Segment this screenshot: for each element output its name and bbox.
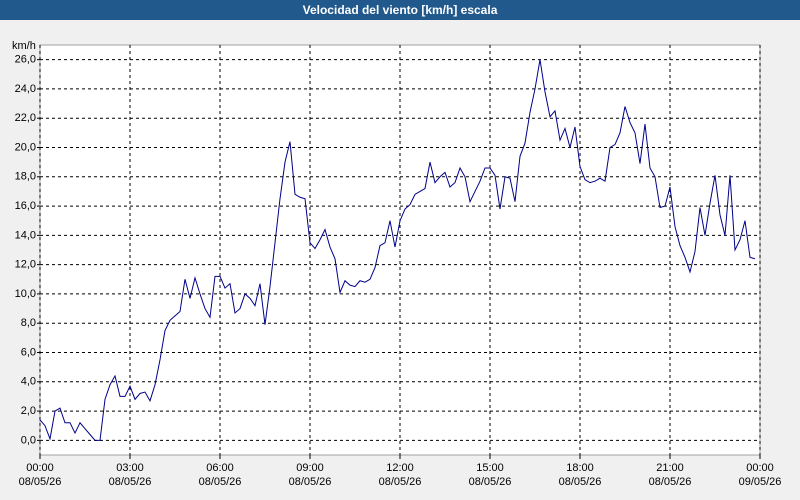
x-tick-label: 12:00 08/05/26 [378,462,422,488]
x-tick-label: 21:00 08/05/26 [648,462,692,488]
y-tick-label: 2,0 [21,405,36,417]
x-tick-label: 00:00 08/05/26 [18,462,62,488]
y-tick-label: 12,0 [15,259,36,271]
x-tick-label: 09:00 08/05/26 [288,462,332,488]
y-tick-label: 22,0 [15,112,36,124]
y-tick-label: 0,0 [21,434,36,446]
x-tick-label: 15:00 08/05/26 [468,462,512,488]
y-tick-label: 18,0 [15,171,36,183]
x-tick-label: 06:00 08/05/26 [198,462,242,488]
y-tick-label: 4,0 [21,376,36,388]
data-line [39,59,756,441]
y-tick-label: 6,0 [21,346,36,358]
x-tick-label: 18:00 08/05/26 [558,462,602,488]
y-tick-label: 14,0 [15,229,36,241]
y-tick-label: 16,0 [15,200,36,212]
x-tick-label: 03:00 08/05/26 [108,462,152,488]
y-tick-label: 8,0 [21,317,36,329]
y-tick-label: 20,0 [15,141,36,153]
y-tick-label: 26,0 [15,54,36,66]
chart-title: Velocidad del viento [km/h] escala [0,0,800,20]
y-tick-label: 24,0 [15,83,36,95]
x-tick-label: 00:00 09/05/26 [738,462,782,488]
y-tick-label: 10,0 [15,288,36,300]
y-axis-label: km/h [12,40,36,52]
